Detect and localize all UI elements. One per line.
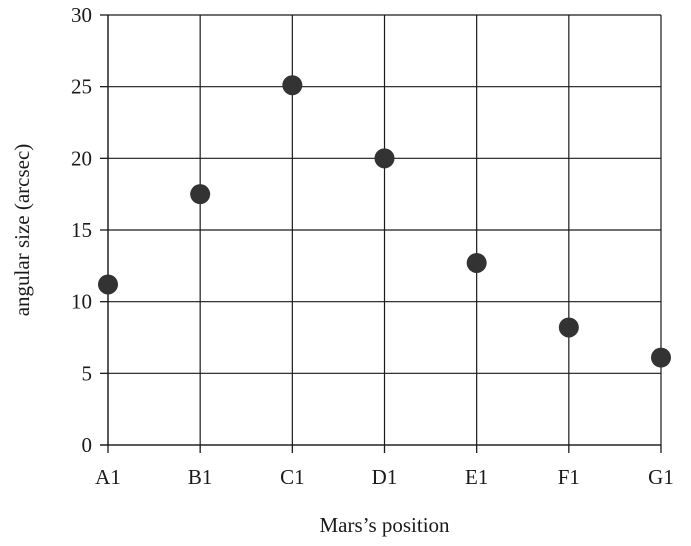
data-point-e1	[466, 252, 487, 273]
data-point-b1	[190, 184, 211, 205]
y-axis-title: angular size (arcsec)	[10, 144, 34, 317]
y-tick-label: 25	[71, 75, 92, 99]
data-points	[98, 75, 671, 368]
y-tick-label: 5	[82, 361, 93, 385]
data-point-d1	[374, 148, 395, 169]
x-tick-label: C1	[280, 465, 305, 489]
x-axis-title: Mars’s position	[319, 513, 450, 537]
data-point-f1	[558, 317, 579, 338]
axes	[100, 14, 662, 453]
x-tick-label: D1	[372, 465, 398, 489]
grid	[107, 14, 662, 446]
y-tick-labels: 0 5 10 15 20 25 30	[71, 3, 92, 457]
x-tick-label: G1	[648, 465, 674, 489]
data-point-g1	[651, 347, 671, 368]
y-tick-label: 0	[82, 433, 93, 457]
x-tick-label: E1	[465, 465, 488, 489]
x-tick-label: F1	[558, 465, 580, 489]
x-tick-label: A1	[95, 465, 121, 489]
x-tick-labels: A1 B1 C1 D1 E1 F1 G1	[95, 465, 674, 489]
x-tick-label: B1	[188, 465, 213, 489]
y-tick-label: 15	[71, 218, 92, 242]
y-tick-label: 30	[71, 3, 92, 27]
y-tick-label: 20	[71, 146, 92, 170]
data-point-a1	[98, 274, 118, 295]
y-tick-label: 10	[71, 290, 92, 314]
data-point-c1	[282, 75, 303, 96]
